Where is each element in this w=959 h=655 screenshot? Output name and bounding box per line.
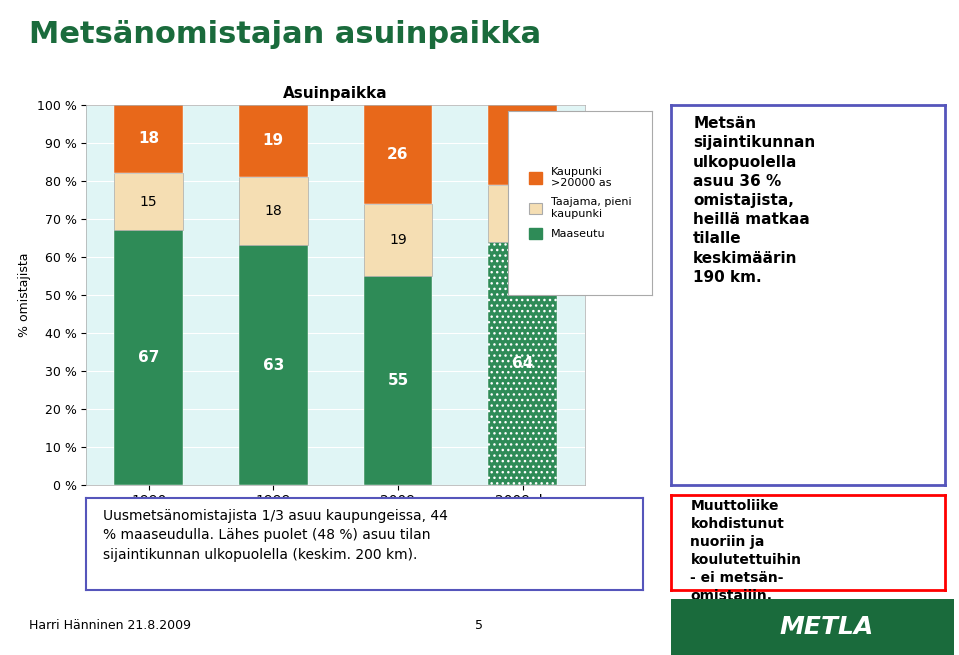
- Text: 64: 64: [512, 356, 533, 371]
- Text: 55: 55: [387, 373, 409, 388]
- Legend: Kaupunki
>20000 as, Taajama, pieni
kaupunki, Maaseutu: Kaupunki >20000 as, Taajama, pieni kaupu…: [525, 162, 636, 244]
- Bar: [363, 276, 433, 485]
- Text: 18: 18: [138, 132, 159, 147]
- Bar: [239, 246, 308, 485]
- Text: 63: 63: [263, 358, 284, 373]
- Text: 26: 26: [387, 147, 409, 162]
- Bar: [114, 173, 183, 230]
- Text: 19: 19: [389, 233, 407, 247]
- Bar: [488, 242, 557, 485]
- Bar: [239, 105, 308, 177]
- Y-axis label: % omistajista: % omistajista: [18, 252, 31, 337]
- Text: Uusmetsänomistajista 1/3 asuu kaupungeissa, 44
% maaseudulla. Lähes puolet (48 %: Uusmetsänomistajista 1/3 asuu kaupungeis…: [103, 509, 448, 562]
- Text: 67: 67: [138, 350, 159, 365]
- Text: Metsän
sijaintikunnan
ulkopuolella
asuu 36 %
omistajista,
heillä matkaa
tilalle
: Metsän sijaintikunnan ulkopuolella asuu …: [693, 116, 815, 285]
- Text: 18: 18: [265, 204, 282, 218]
- Bar: [488, 185, 557, 242]
- Text: Metsänomistajan asuinpaikka: Metsänomistajan asuinpaikka: [29, 20, 541, 48]
- Text: Harri Hänninen 21.8.2009: Harri Hänninen 21.8.2009: [29, 619, 191, 632]
- Bar: [239, 177, 308, 246]
- Bar: [363, 105, 433, 204]
- Text: 15: 15: [514, 206, 531, 220]
- Text: 5: 5: [476, 619, 483, 632]
- Text: 15: 15: [140, 195, 157, 209]
- Bar: [363, 204, 433, 276]
- Text: METLA: METLA: [780, 615, 874, 639]
- Bar: [488, 105, 557, 185]
- Bar: [114, 230, 183, 485]
- Text: 19: 19: [263, 134, 284, 149]
- Text: 21: 21: [512, 137, 533, 152]
- Bar: [114, 105, 183, 173]
- Text: Muuttoliike
kohdistunut
nuoriin ja
koulutettuihin
- ei metsän-
omistajiin.: Muuttoliike kohdistunut nuoriin ja koulu…: [690, 499, 802, 603]
- Title: Asuinpaikka: Asuinpaikka: [283, 86, 388, 101]
